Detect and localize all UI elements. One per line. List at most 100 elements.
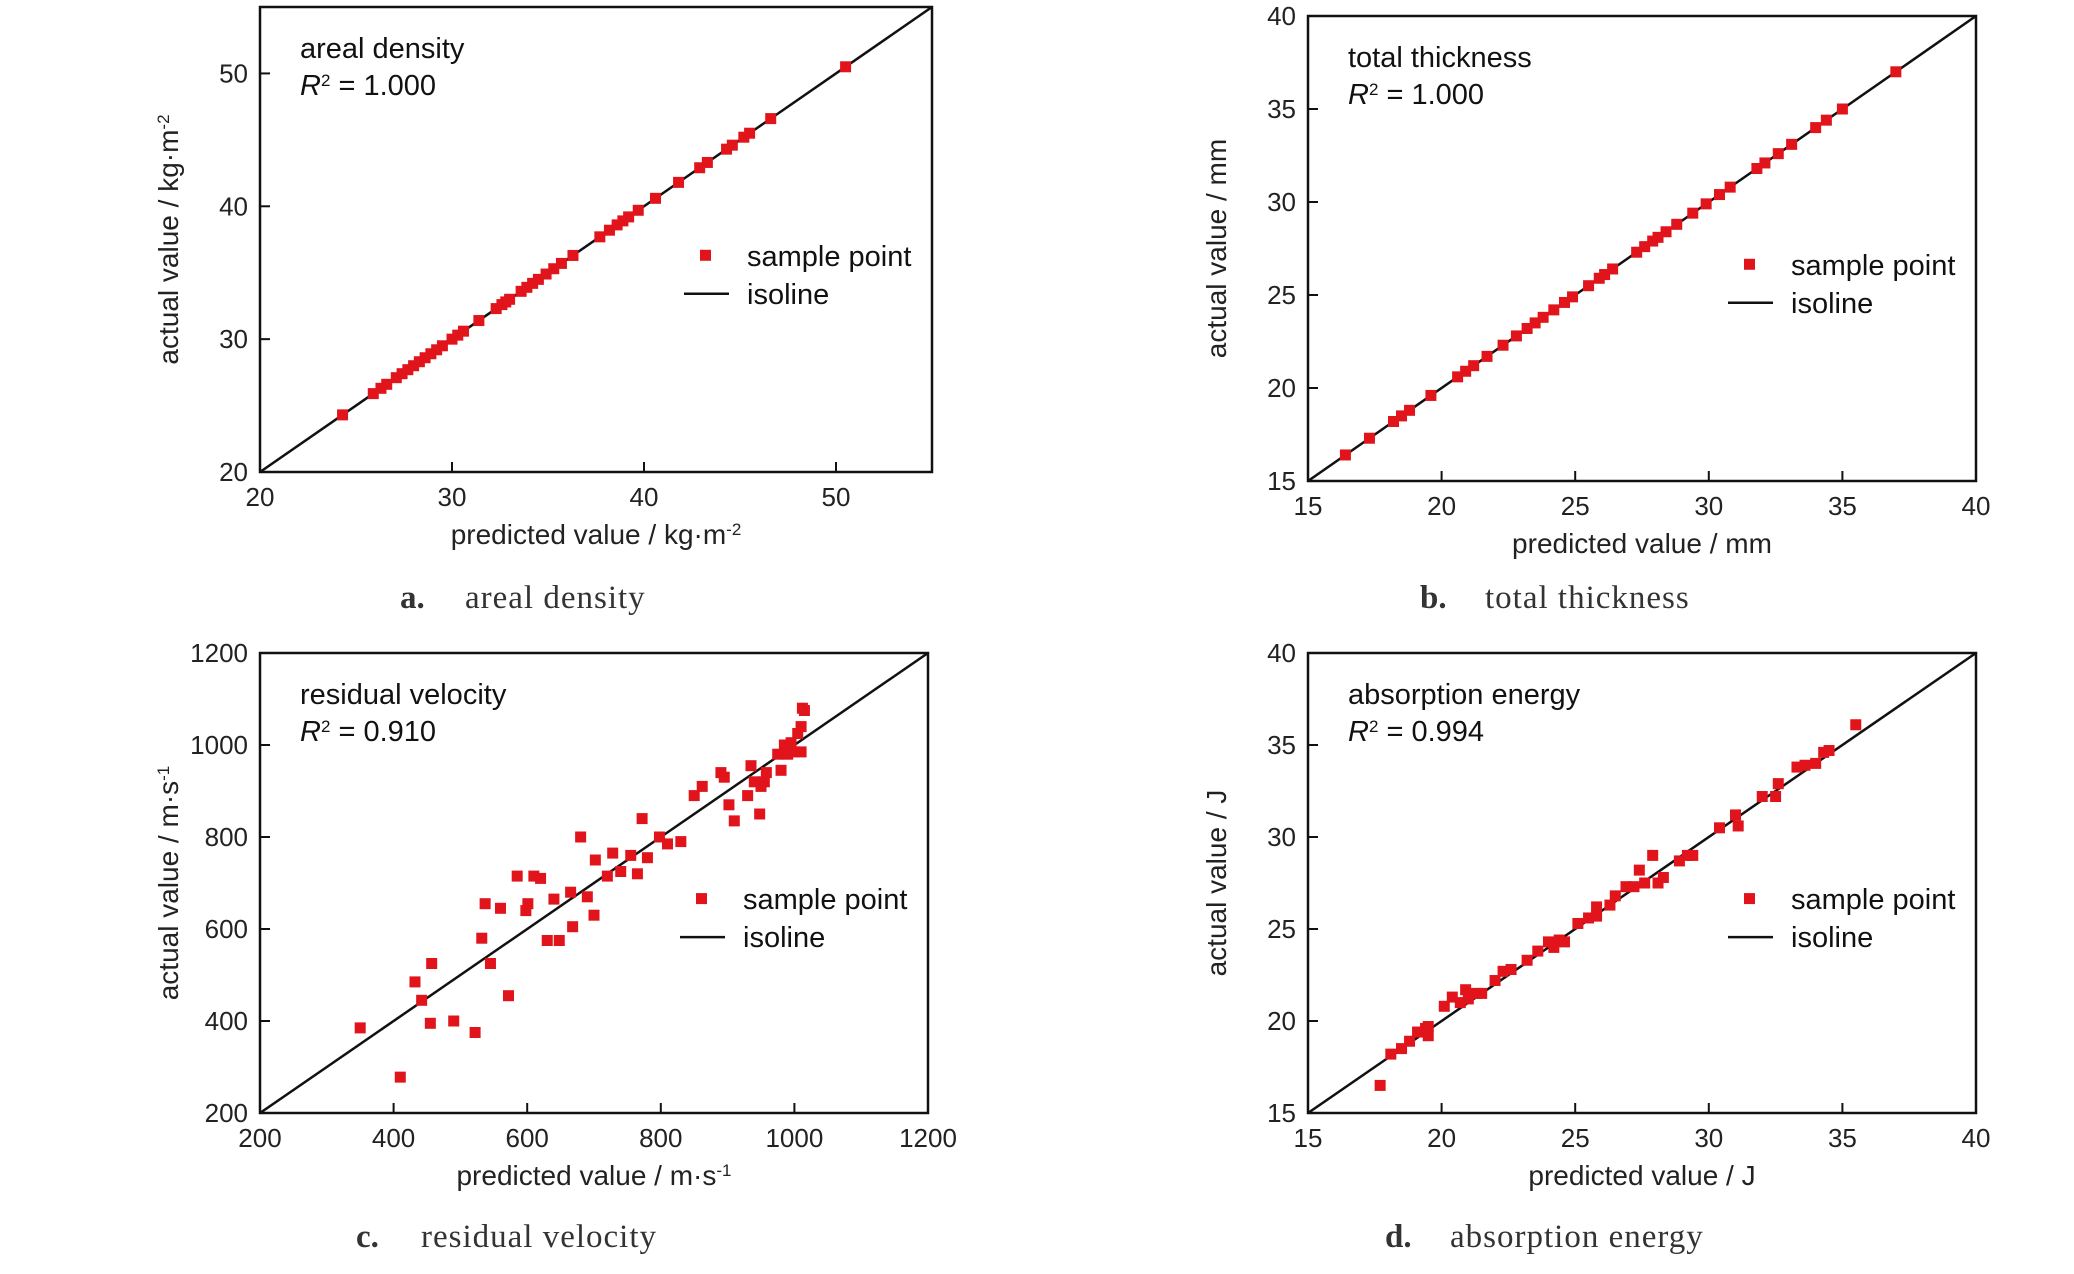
legend-label-line: isoline [747, 279, 829, 311]
sample-point [521, 281, 533, 293]
annotation-title: total thickness [1348, 42, 1532, 74]
legend-point-marker [696, 893, 707, 905]
sample-point [1559, 936, 1571, 948]
sample-point [520, 905, 532, 917]
y-tick-label: 40 [219, 191, 248, 221]
sample-point [469, 1027, 481, 1038]
sample-point [748, 776, 760, 788]
sample-point [775, 764, 787, 776]
y-tick-label: 1000 [190, 730, 248, 760]
sample-point [553, 935, 565, 946]
y-tick-label: 40 [1267, 638, 1296, 668]
sample-point [795, 746, 807, 758]
sample-point [528, 870, 540, 882]
sample-point [617, 215, 629, 227]
sample-point [1631, 246, 1643, 258]
y-tick-label: 15 [1267, 466, 1296, 496]
sample-point [458, 325, 470, 337]
y-tick-label: 30 [1267, 822, 1296, 852]
annotation-title: areal density [300, 33, 465, 65]
sample-point [1810, 122, 1822, 134]
y-tick-label: 25 [1267, 280, 1296, 310]
x-tick-label: 50 [822, 482, 851, 512]
sample-point [701, 156, 713, 168]
y-tick-label: 1200 [190, 638, 248, 668]
y-tick-label: 35 [1267, 94, 1296, 124]
sample-point [396, 368, 408, 380]
sample-point [565, 886, 577, 898]
sample-point [661, 838, 673, 850]
x-axis-label: predicted value / mm [1512, 528, 1772, 559]
sample-point [1799, 759, 1811, 771]
sample-point [1537, 311, 1549, 323]
y-tick-label: 600 [205, 914, 248, 944]
x-tick-label: 25 [1561, 491, 1590, 521]
sample-point [1687, 849, 1699, 861]
sample-point [1438, 1000, 1450, 1012]
sample-point [1836, 103, 1848, 115]
y-axis-label: actual value / kg·m-2 [153, 114, 184, 364]
sample-point [1404, 1035, 1416, 1047]
sample-point [535, 872, 547, 884]
sample-point [1374, 1079, 1386, 1091]
sample-point [1521, 322, 1533, 334]
sample-point [1850, 719, 1862, 731]
x-tick-label: 15 [1294, 1123, 1323, 1153]
sample-point [636, 813, 648, 825]
sample-point [1425, 389, 1437, 401]
sample-point [1396, 1043, 1408, 1055]
x-tick-label: 30 [1694, 1123, 1723, 1153]
x-tick-label: 15 [1294, 491, 1323, 521]
sample-point [1385, 1048, 1397, 1060]
sample-point [1823, 745, 1835, 757]
sample-point [1639, 241, 1651, 253]
chart-panel-4: 15 20 25 30 35 40 15 20 25 30 35 40 predicted value … [1201, 638, 1990, 1255]
sample-point [504, 293, 516, 305]
sample-point [490, 303, 502, 315]
sample-point [688, 790, 700, 802]
sample-point [1529, 317, 1541, 329]
sample-point [696, 780, 708, 792]
sample-point [1599, 269, 1611, 281]
sample-point [1620, 881, 1632, 893]
sample-point [772, 748, 784, 760]
legend-point-marker [1744, 258, 1755, 270]
sample-point [588, 909, 600, 921]
sample-point [840, 61, 852, 73]
sample-point [611, 219, 623, 231]
sample-point [607, 847, 619, 859]
r-squared: R2 = 0.910 [300, 716, 436, 748]
sample-point [625, 849, 637, 861]
sample-point [653, 831, 665, 843]
sample-point [390, 372, 402, 384]
sample-point [594, 231, 606, 243]
sample-point [1713, 822, 1725, 834]
y-tick-label: 30 [1267, 187, 1296, 217]
sample-point [1521, 954, 1533, 966]
sample-point [413, 356, 425, 368]
caption-letter: c. [356, 1219, 379, 1255]
sample-point [1510, 330, 1522, 342]
y-tick-label: 400 [205, 1006, 248, 1036]
legend-label-line: isoline [1791, 288, 1873, 320]
sample-point [1791, 761, 1803, 773]
sample-point [567, 921, 579, 933]
legend-label-points: sample point [747, 241, 911, 273]
sample-point [541, 935, 553, 946]
sample-point [1700, 198, 1712, 210]
legend-label-line: isoline [743, 922, 825, 954]
sample-point [641, 852, 653, 864]
sample-point [745, 760, 757, 772]
y-tick-label: 50 [219, 58, 248, 88]
sample-point [567, 249, 579, 261]
sample-point [1657, 871, 1669, 883]
sample-point [1647, 849, 1659, 861]
sample-point [1724, 181, 1736, 193]
y-axis-label: actual value / J [1201, 790, 1232, 977]
sample-point [581, 891, 593, 903]
sample-point [354, 1022, 366, 1034]
sample-point [1454, 997, 1466, 1009]
sample-point [1363, 432, 1375, 444]
x-tick-label: 20 [246, 482, 275, 512]
caption-text: areal density [465, 580, 646, 616]
